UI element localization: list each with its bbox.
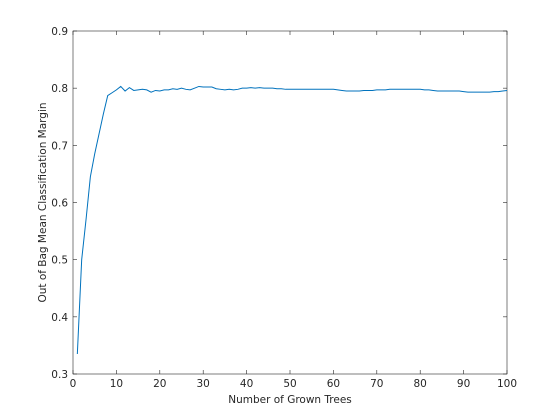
x-tick-label: 80 xyxy=(414,378,427,390)
y-tick-label: 0.3 xyxy=(51,369,68,381)
x-tick-label: 50 xyxy=(283,378,296,390)
x-tick-label: 10 xyxy=(110,378,123,390)
y-axis-label: Out of Bag Mean Classification Margin xyxy=(37,102,49,302)
y-tick-label: 0.9 xyxy=(51,26,68,38)
y-tick-label: 0.7 xyxy=(51,140,68,152)
x-tick-label: 20 xyxy=(153,378,166,390)
x-tick-label: 100 xyxy=(497,378,517,390)
x-tick-label: 0 xyxy=(70,378,77,390)
data-line xyxy=(76,85,508,355)
plot-area xyxy=(72,30,508,375)
y-tick-label: 0.6 xyxy=(51,198,68,210)
y-tick-label: 0.8 xyxy=(51,83,68,95)
y-tick-label: 0.4 xyxy=(51,312,68,324)
x-tick-label: 40 xyxy=(240,378,253,390)
y-tick-label: 0.5 xyxy=(51,255,68,267)
x-tick-label: 30 xyxy=(197,378,210,390)
x-tick-label: 70 xyxy=(370,378,383,390)
x-tick-label: 60 xyxy=(327,378,340,390)
x-axis-label: Number of Grown Trees xyxy=(228,394,352,406)
x-tick-label: 90 xyxy=(457,378,470,390)
